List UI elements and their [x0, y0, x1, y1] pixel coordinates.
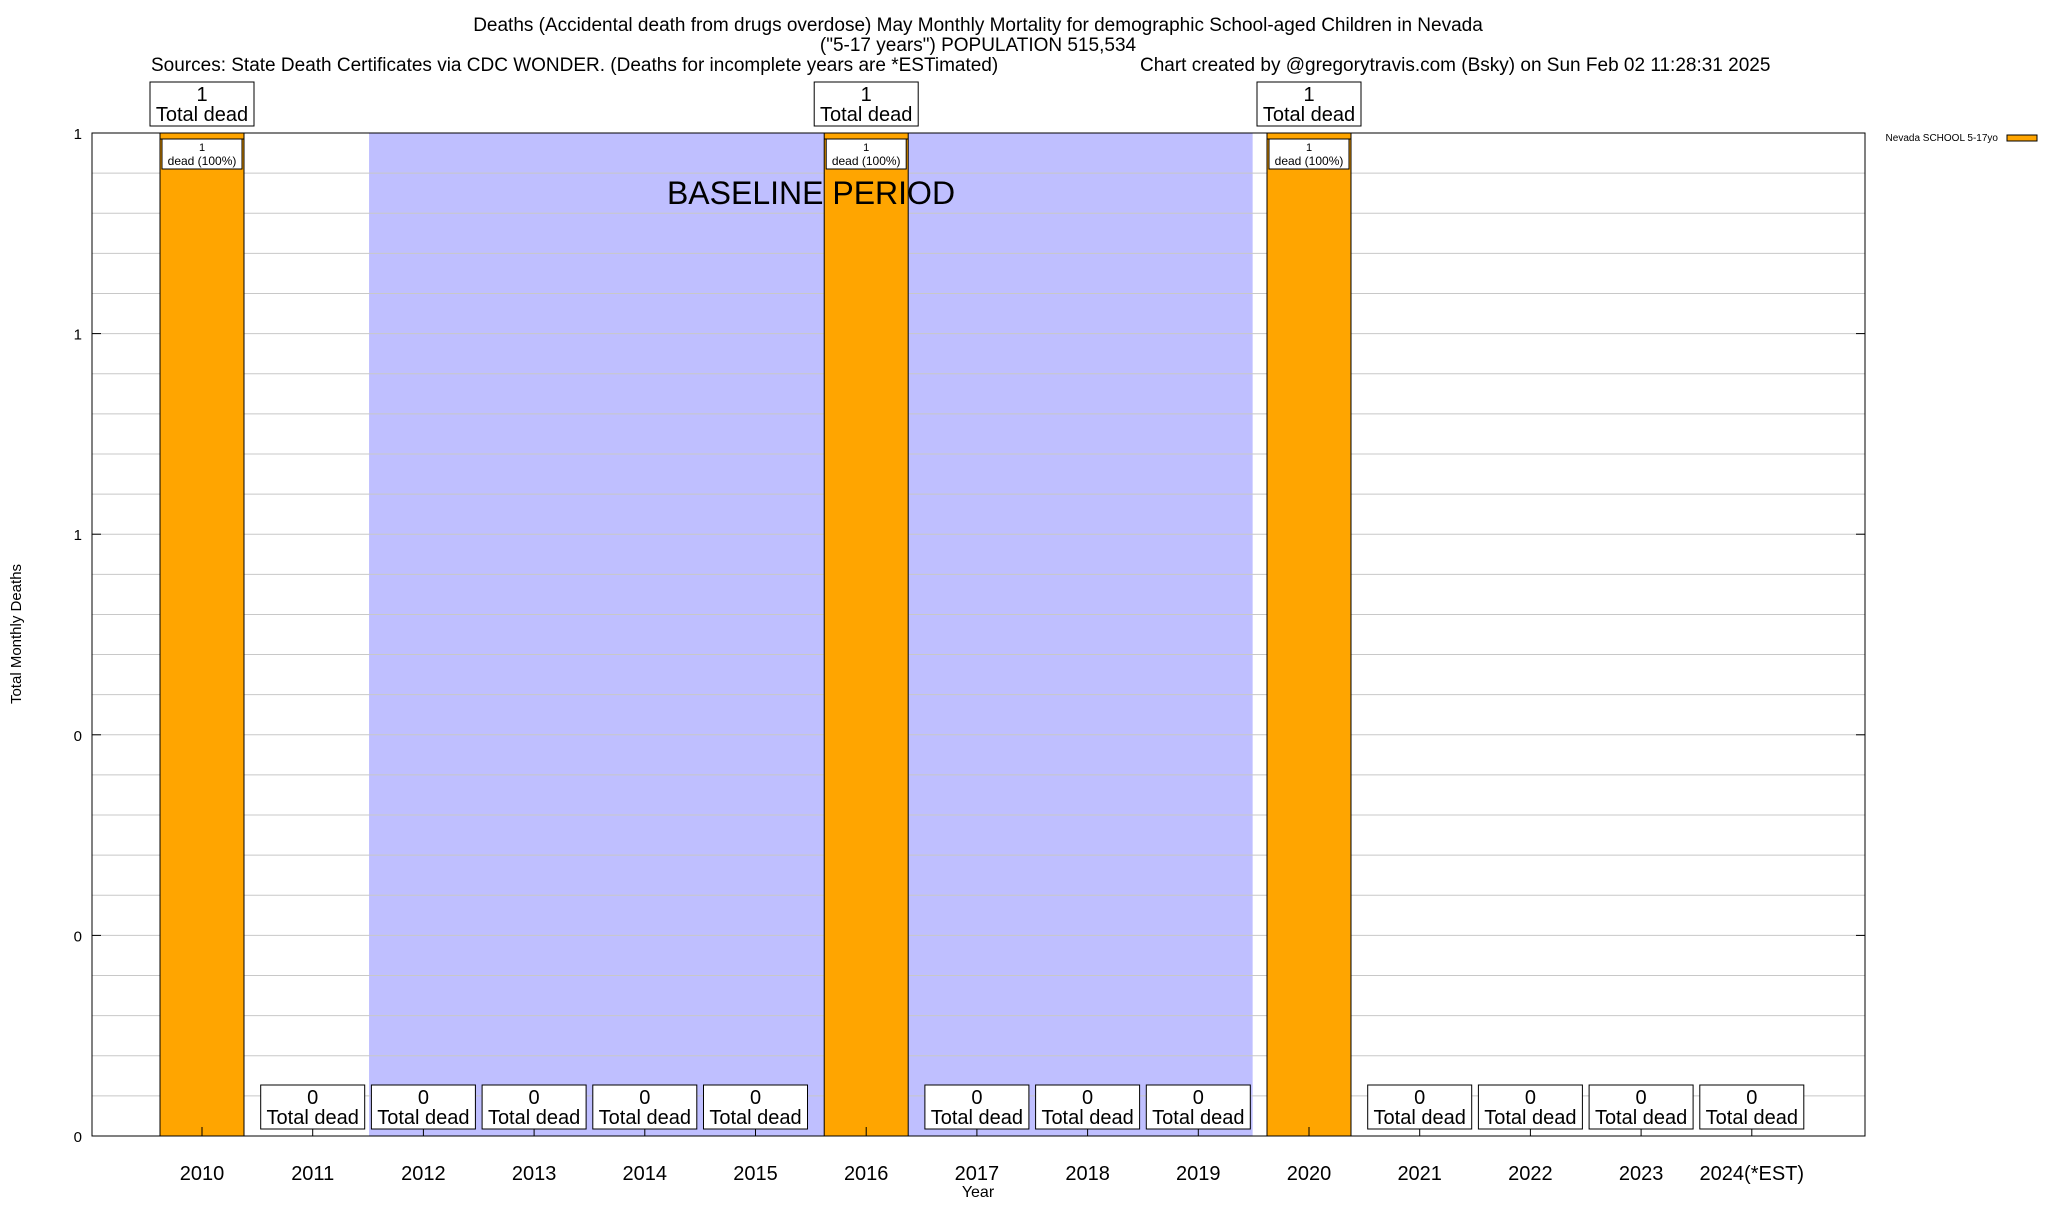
chart-credit: Chart created by @gregorytravis.com (Bsk… — [1140, 55, 1770, 76]
total-label-value: 0 — [639, 1087, 650, 1109]
y-tick-label: 1 — [74, 527, 82, 544]
total-label-text: Total dead — [488, 1107, 580, 1129]
total-label-box — [370, 1084, 476, 1130]
bar — [159, 132, 245, 1137]
total-label-box — [1256, 81, 1362, 127]
y-tick-label: 0 — [74, 928, 82, 945]
x-tick-label: 2014 — [623, 1163, 668, 1185]
total-label-value: 0 — [418, 1087, 429, 1109]
share-label-count: 1 — [863, 142, 869, 154]
total-label-value: 0 — [1525, 1087, 1536, 1109]
total-label-value: 0 — [529, 1087, 540, 1109]
x-tick-label: 2023 — [1619, 1163, 1664, 1185]
total-label-box — [1477, 1084, 1583, 1130]
x-tick-label: 2013 — [512, 1163, 557, 1185]
total-label-box — [1367, 1084, 1473, 1130]
share-label-count: 1 — [199, 142, 205, 154]
total-label-text: Total dead — [1484, 1107, 1576, 1129]
x-tick-label: 2022 — [1508, 1163, 1553, 1185]
total-label-box — [1699, 1084, 1805, 1130]
y-tick-label: 1 — [74, 126, 82, 143]
x-tick-label: 2015 — [733, 1163, 778, 1185]
legend-label: Nevada SCHOOL 5-17yo — [1886, 133, 1999, 144]
x-tick-label: 2010 — [180, 1163, 225, 1185]
share-label-pct: dead (100%) — [168, 154, 237, 168]
share-label-box — [161, 138, 243, 170]
total-label-value: 0 — [971, 1087, 982, 1109]
total-label-value: 0 — [1414, 1087, 1425, 1109]
total-label-value: 0 — [1082, 1087, 1093, 1109]
x-tick-label: 2016 — [844, 1163, 889, 1185]
total-label-box — [1145, 1084, 1251, 1130]
total-label-value: 0 — [1193, 1087, 1204, 1109]
total-label-text: Total dead — [267, 1107, 359, 1129]
total-label-box — [481, 1084, 587, 1130]
bar — [823, 132, 909, 1137]
x-tick-label: 2019 — [1176, 1163, 1221, 1185]
share-label-pct: dead (100%) — [832, 154, 901, 168]
total-label-value: 0 — [1746, 1087, 1757, 1109]
plot-frame — [91, 132, 1866, 1137]
total-label-box — [149, 81, 255, 127]
baseline-label: BASELINE PERIOD — [667, 175, 955, 211]
total-label-value: 0 — [1636, 1087, 1647, 1109]
total-label-text: Total dead — [1263, 104, 1355, 126]
legend-swatch — [2006, 134, 2038, 142]
total-label-box — [592, 1084, 698, 1130]
chart-sources: Sources: State Death Certificates via CD… — [151, 55, 998, 76]
total-label-box — [260, 1084, 366, 1130]
total-label-text: Total dead — [1374, 1107, 1466, 1129]
total-label-text: Total dead — [599, 1107, 691, 1129]
x-tick-label: 2024(*EST) — [1700, 1163, 1805, 1185]
total-label-text: Total dead — [1041, 1107, 1133, 1129]
total-label-box — [1588, 1084, 1694, 1130]
total-label-value: 1 — [1303, 84, 1314, 106]
total-label-text: Total dead — [709, 1107, 801, 1129]
x-tick-label: 2017 — [955, 1163, 1000, 1185]
total-label-text: Total dead — [1595, 1107, 1687, 1129]
y-tick-label: 0 — [74, 1129, 82, 1146]
total-label-value: 0 — [750, 1087, 761, 1109]
total-label-box — [924, 1084, 1030, 1130]
total-label-box — [703, 1084, 808, 1130]
x-axis-title: Year — [962, 1184, 995, 1200]
total-label-text: Total dead — [156, 104, 248, 126]
total-label-text: Total dead — [931, 1107, 1023, 1129]
y-tick-label: 1 — [74, 327, 82, 344]
x-tick-label: 2020 — [1287, 1163, 1332, 1185]
total-label-value: 1 — [196, 84, 207, 106]
total-label-value: 0 — [307, 1087, 318, 1109]
bar — [1266, 132, 1352, 1137]
share-label-pct: dead (100%) — [1275, 154, 1344, 168]
total-label-box — [1035, 1084, 1141, 1130]
total-label-text: Total dead — [1706, 1107, 1798, 1129]
x-tick-label: 2021 — [1397, 1163, 1442, 1185]
total-label-box — [813, 81, 919, 127]
y-axis-title: Total Monthly Deaths — [8, 564, 25, 704]
x-tick-label: 2011 — [291, 1163, 334, 1185]
total-label-text: Total dead — [820, 104, 912, 126]
chart-title-line2: ("5-17 years") POPULATION 515,534 — [820, 35, 1137, 56]
total-label-text: Total dead — [377, 1107, 469, 1129]
x-tick-label: 2018 — [1065, 1163, 1110, 1185]
chart-title-line1: Deaths (Accidental death from drugs over… — [473, 15, 1483, 36]
total-label-text: Total dead — [1152, 1107, 1244, 1129]
total-label-value: 1 — [861, 84, 872, 106]
share-label-box — [1268, 138, 1350, 170]
share-label-count: 1 — [1306, 142, 1312, 154]
x-tick-label: 2012 — [401, 1163, 446, 1185]
y-tick-label: 0 — [74, 728, 82, 745]
baseline-region — [369, 133, 1253, 1136]
share-label-box — [825, 138, 907, 170]
